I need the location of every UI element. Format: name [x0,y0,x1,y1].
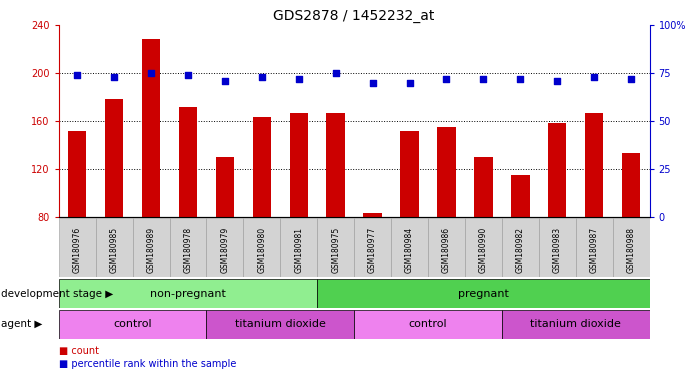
Point [551,78,562,84]
Bar [511,175,529,217]
Text: GSM180976: GSM180976 [73,227,82,273]
Bar [68,131,86,217]
Text: GSM180990: GSM180990 [479,227,488,273]
Bar [437,127,455,217]
Bar [548,123,567,217]
Bar [317,218,354,277]
Bar [400,131,419,217]
Point [330,70,341,76]
Text: control: control [408,319,447,329]
Text: development stage ▶: development stage ▶ [1,288,113,299]
Bar [59,218,95,277]
Bar [105,99,124,217]
Bar [216,157,234,217]
Text: GSM180984: GSM180984 [405,227,414,273]
Text: control: control [113,319,152,329]
Point [256,74,267,80]
Bar [207,218,243,277]
Bar [243,218,281,277]
Bar [576,218,613,277]
Bar [59,310,207,339]
Text: non-pregnant: non-pregnant [150,288,226,299]
Bar [613,218,650,277]
Text: GSM180980: GSM180980 [257,227,266,273]
Bar [207,310,354,339]
Point [219,78,230,84]
Point [72,72,83,78]
Text: GSM180986: GSM180986 [442,227,451,273]
Point [478,76,489,82]
Point [182,72,193,78]
Bar [179,107,197,217]
Point [589,74,600,80]
Bar [95,218,133,277]
Bar [474,157,493,217]
Bar [142,40,160,217]
Text: GSM180979: GSM180979 [220,227,229,273]
Text: GSM180977: GSM180977 [368,227,377,273]
Text: GSM180978: GSM180978 [184,227,193,273]
Bar [391,218,428,277]
Bar [59,279,317,308]
Text: titanium dioxide: titanium dioxide [235,319,325,329]
Bar [169,218,207,277]
Bar [354,310,502,339]
Point [441,76,452,82]
Bar [502,310,650,339]
Title: GDS2878 / 1452232_at: GDS2878 / 1452232_at [274,8,435,23]
Point [515,76,526,82]
Text: titanium dioxide: titanium dioxide [530,319,621,329]
Point [108,74,120,80]
Bar [354,218,391,277]
Text: ■ percentile rank within the sample: ■ percentile rank within the sample [59,359,236,369]
Point [367,79,378,86]
Point [404,79,415,86]
Bar [428,218,465,277]
Bar [281,218,317,277]
Point [625,76,636,82]
Text: GSM180987: GSM180987 [589,227,598,273]
Bar [290,113,308,217]
Bar [253,118,271,217]
Text: GSM180985: GSM180985 [110,227,119,273]
Bar [317,279,650,308]
Text: GSM180982: GSM180982 [515,227,524,273]
Point [146,70,157,76]
Text: GSM180983: GSM180983 [553,227,562,273]
Bar [585,113,603,217]
Text: pregnant: pregnant [458,288,509,299]
Bar [326,113,345,217]
Text: GSM180989: GSM180989 [146,227,155,273]
Bar [363,214,382,217]
Bar [133,218,169,277]
Bar [502,218,539,277]
Bar [465,218,502,277]
Text: agent ▶: agent ▶ [1,319,43,329]
Text: GSM180981: GSM180981 [294,227,303,273]
Bar [539,218,576,277]
Text: GSM180975: GSM180975 [331,227,340,273]
Text: ■ count: ■ count [59,346,99,356]
Bar [622,153,641,217]
Point [293,76,304,82]
Text: GSM180988: GSM180988 [627,227,636,273]
